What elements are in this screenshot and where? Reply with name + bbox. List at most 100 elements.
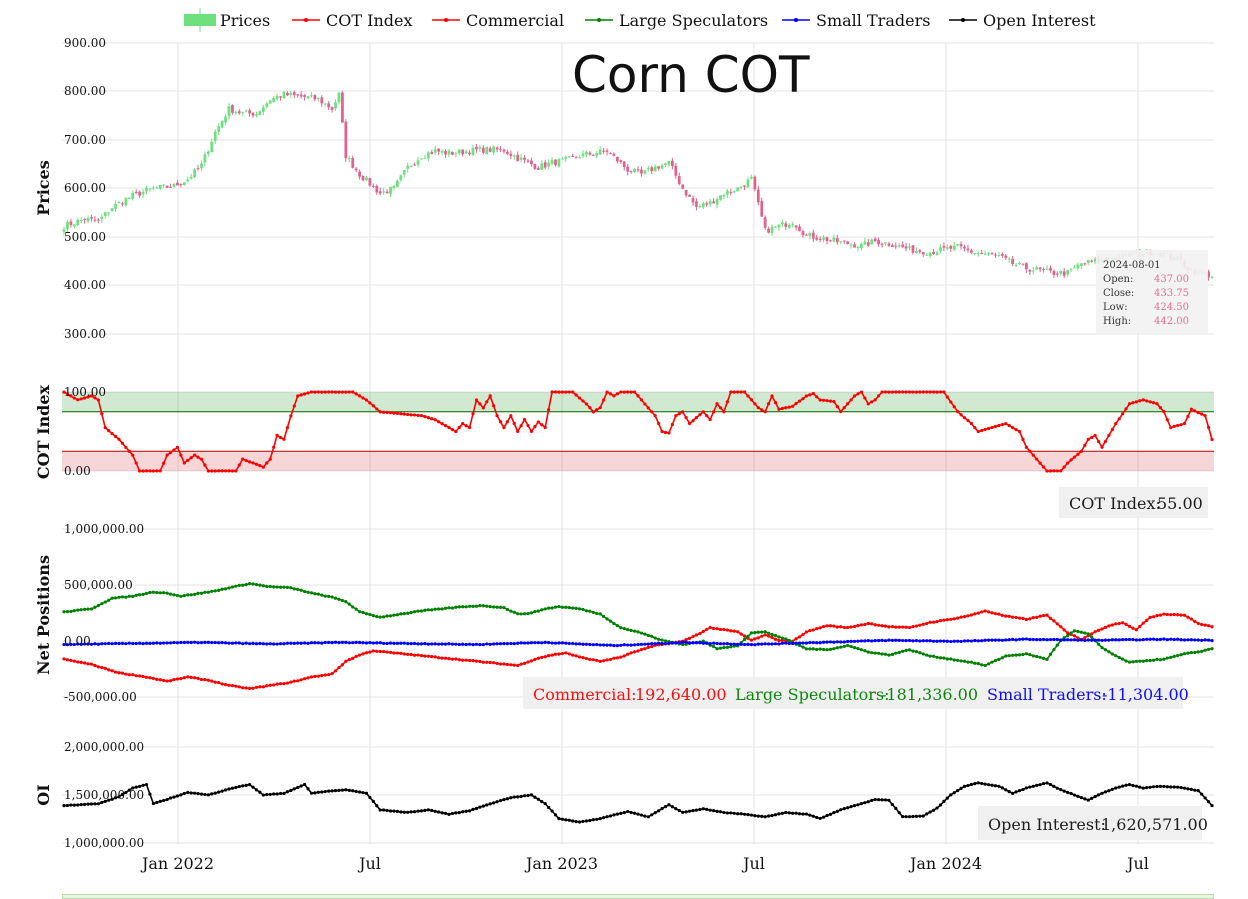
open-interest-point bbox=[175, 794, 180, 798]
cot-index-point bbox=[423, 415, 427, 419]
candle-body bbox=[825, 237, 829, 242]
cot-index-point bbox=[134, 461, 138, 465]
open-interest-point bbox=[337, 788, 341, 792]
commercial-point bbox=[571, 653, 575, 657]
cot-index-point bbox=[681, 410, 685, 414]
small-traders-point bbox=[76, 642, 80, 646]
large-speculators-point bbox=[251, 582, 255, 586]
large-speculators-point bbox=[457, 605, 461, 609]
candle-body bbox=[286, 92, 289, 96]
small-traders-point bbox=[196, 641, 200, 645]
cot-index-point bbox=[1165, 418, 1169, 422]
cot-index-point bbox=[732, 390, 736, 394]
commercial-point bbox=[357, 653, 362, 657]
open-interest-point bbox=[471, 807, 475, 811]
candle-body bbox=[306, 96, 310, 99]
candle-body bbox=[519, 157, 523, 160]
cot-index-point bbox=[1162, 410, 1166, 414]
open-interest-point bbox=[526, 793, 530, 798]
cot-index-point bbox=[1193, 409, 1197, 413]
cot-index-axis-title: COT Index bbox=[34, 384, 53, 479]
open-interest-point bbox=[1151, 785, 1156, 789]
small-traders-point bbox=[581, 642, 585, 646]
candle-body bbox=[877, 239, 880, 245]
large-speculators-point bbox=[488, 604, 492, 609]
open-interest-point bbox=[739, 812, 743, 816]
commercial-point bbox=[705, 627, 709, 632]
open-interest-point bbox=[1031, 784, 1035, 788]
candle-body bbox=[488, 148, 492, 152]
chart-title: Corn COT bbox=[572, 46, 810, 104]
range-navigator[interactable] bbox=[62, 894, 1214, 899]
candle-body bbox=[481, 147, 485, 153]
candle-body bbox=[244, 110, 248, 112]
commercial-point bbox=[327, 673, 331, 677]
open-interest-point bbox=[296, 785, 300, 790]
commercial-point bbox=[1131, 626, 1135, 630]
large-speculators-point bbox=[980, 663, 984, 667]
small-traders-point bbox=[327, 640, 331, 645]
cot-index-point bbox=[399, 412, 403, 416]
large-speculators-point bbox=[945, 657, 949, 661]
candle-body bbox=[382, 191, 386, 193]
small-traders-point bbox=[629, 643, 633, 647]
open-interest-point bbox=[969, 782, 974, 787]
commercial-point bbox=[89, 662, 94, 666]
small-traders-point bbox=[1145, 637, 1149, 641]
candle-body bbox=[571, 155, 575, 157]
small-traders-point bbox=[791, 641, 795, 646]
small-traders-point bbox=[818, 641, 822, 645]
cot-index-point bbox=[1045, 469, 1049, 473]
open-interest-point bbox=[141, 783, 145, 787]
open-interest-point bbox=[1196, 789, 1200, 793]
candle-body bbox=[485, 146, 489, 155]
large-speculators-point bbox=[1155, 657, 1159, 662]
small-traders-point bbox=[876, 638, 881, 643]
small-traders-point bbox=[694, 641, 699, 645]
y-tick-label: 0.00 bbox=[64, 634, 91, 648]
open-interest-point bbox=[949, 793, 953, 797]
small-traders-point bbox=[1203, 638, 1207, 642]
y-tick-label: 2,000,000.00 bbox=[64, 740, 144, 754]
candle-body bbox=[337, 92, 341, 103]
small-traders-point bbox=[890, 638, 894, 642]
candle-body bbox=[413, 164, 416, 166]
small-traders-point bbox=[1182, 638, 1187, 642]
candle-body bbox=[378, 191, 382, 194]
cot-index-point bbox=[196, 455, 200, 459]
large-speculators-point bbox=[663, 639, 668, 643]
commercial-point bbox=[938, 619, 943, 623]
cot-index-point bbox=[760, 408, 764, 412]
cot-index-point bbox=[880, 390, 884, 394]
small-traders-point bbox=[151, 641, 155, 645]
commercial-point bbox=[883, 624, 888, 628]
candle-body bbox=[829, 240, 832, 242]
small-traders-point bbox=[763, 642, 767, 646]
small-traders-point bbox=[1186, 638, 1190, 642]
open-interest-point bbox=[223, 788, 228, 792]
open-interest-point bbox=[736, 812, 740, 816]
candle-body bbox=[127, 197, 131, 200]
candle-body bbox=[777, 224, 781, 228]
open-interest-point bbox=[815, 815, 819, 820]
open-interest-point bbox=[1162, 784, 1166, 789]
open-interest-point bbox=[787, 811, 791, 815]
commercial-point bbox=[457, 658, 461, 662]
open-interest-point bbox=[725, 811, 729, 815]
candle-body bbox=[114, 203, 117, 209]
small-traders-point bbox=[1148, 637, 1152, 641]
cot-index-point bbox=[815, 395, 819, 399]
candle-body bbox=[681, 184, 685, 189]
cot-index-point bbox=[193, 453, 197, 457]
open-interest-point bbox=[763, 815, 767, 819]
open-interest-point bbox=[344, 788, 348, 792]
candle-body bbox=[310, 95, 313, 97]
small-traders-point bbox=[976, 639, 980, 643]
commercial-point bbox=[540, 655, 544, 659]
cot-index-point bbox=[113, 434, 118, 439]
small-traders-point bbox=[512, 642, 516, 646]
open-interest-point bbox=[911, 814, 915, 819]
cot-index-point bbox=[241, 457, 245, 461]
open-interest-point bbox=[433, 809, 437, 813]
open-interest-point bbox=[839, 808, 843, 812]
